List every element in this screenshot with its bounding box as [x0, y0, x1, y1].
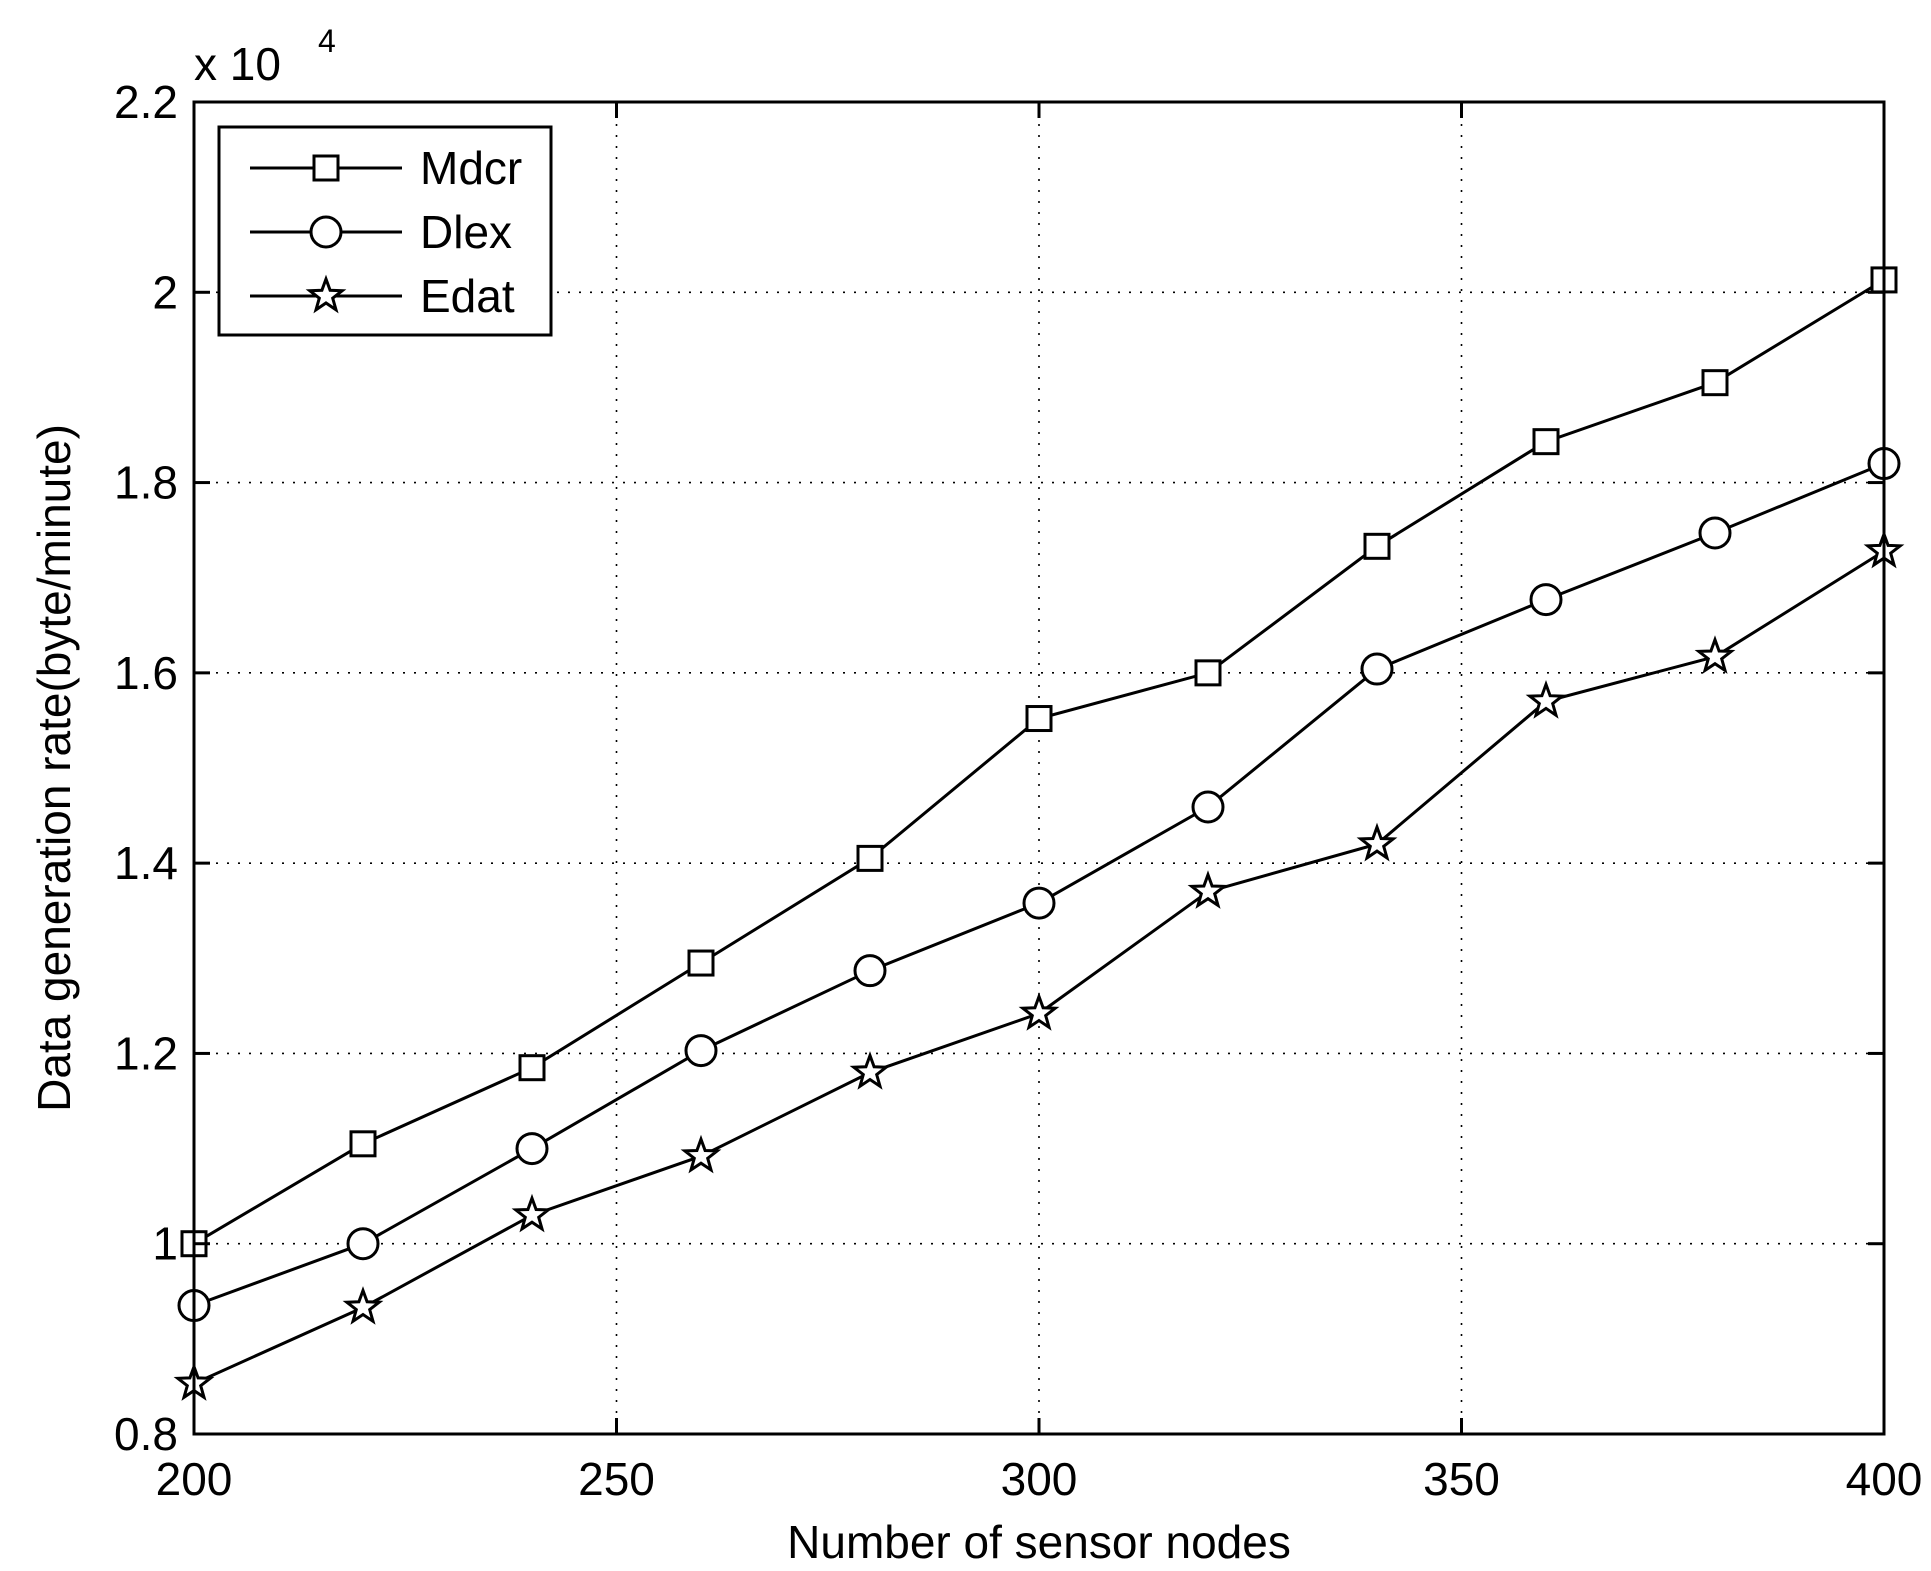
y-multiplier: x 10 4	[194, 23, 336, 90]
data-point-dlex	[346, 1227, 380, 1261]
data-point-mdcr	[1701, 369, 1729, 397]
series-mdcr	[180, 266, 1898, 1258]
axis-ticks: 200 250 300 350 400 0.8 1 1.2 1.4 1.6 1.8 2 2.2	[114, 76, 1922, 1505]
data-point-edat	[1694, 635, 1736, 674]
data-point-edat	[1018, 992, 1060, 1031]
data-point-dlex	[853, 954, 887, 988]
legend-marker-edat	[305, 274, 347, 314]
data-point-edat	[511, 1193, 553, 1233]
data-point-mdcr	[1194, 659, 1222, 687]
data-point-edat	[1187, 870, 1229, 909]
y-tick-label: 1.6	[114, 647, 178, 699]
data-point-dlex	[1191, 790, 1225, 824]
legend-label: Dlex	[420, 206, 512, 258]
x-axis-title: Number of sensor nodes	[787, 1516, 1291, 1568]
grid-lines	[194, 102, 1884, 1434]
data-point-edat	[680, 1134, 722, 1174]
y-multiplier-label: x 10	[194, 38, 281, 90]
data-point-mdcr	[518, 1054, 546, 1082]
legend-marker-mdcr	[312, 154, 340, 182]
series-line-mdcr	[193, 278, 1885, 1245]
data-point-dlex	[684, 1034, 718, 1068]
legend-label: Mdcr	[420, 142, 522, 194]
data-point-edat	[849, 1051, 891, 1090]
x-tick-label: 200	[156, 1453, 233, 1505]
x-tick-label: 300	[1001, 1453, 1078, 1505]
y-axis-title: Data generation rate(byte/minute)	[28, 424, 80, 1112]
y-tick-label: 0.8	[114, 1408, 178, 1460]
data-point-dlex	[1698, 516, 1732, 550]
data-point-edat	[1356, 822, 1398, 862]
data-point-edat	[342, 1286, 384, 1325]
y-tick-label: 2.2	[114, 76, 178, 128]
y-tick-label: 1.2	[114, 1027, 178, 1079]
x-tick-label: 350	[1423, 1453, 1500, 1505]
data-point-mdcr	[349, 1130, 377, 1158]
y-tick-label: 2	[152, 266, 178, 318]
y-multiplier-exponent: 4	[318, 23, 336, 59]
series-layer	[173, 266, 1905, 1401]
legend-marker-dlex	[309, 215, 343, 249]
data-point-mdcr	[1363, 532, 1391, 560]
x-tick-label: 400	[1846, 1453, 1923, 1505]
data-point-edat	[1525, 680, 1567, 719]
data-point-dlex	[1529, 583, 1563, 617]
data-point-mdcr	[856, 844, 884, 872]
data-point-mdcr	[687, 949, 715, 977]
data-point-dlex	[515, 1132, 549, 1166]
data-point-mdcr	[1532, 428, 1560, 456]
data-point-dlex	[1360, 652, 1394, 686]
x-tick-label: 250	[578, 1453, 655, 1505]
legend-entry-edat: Edat	[250, 270, 515, 322]
data-point-dlex	[1022, 886, 1056, 920]
data-point-mdcr	[1025, 705, 1053, 733]
legend: Mdcr Dlex Edat	[217, 125, 553, 337]
legend-entry-dlex: Dlex	[250, 206, 512, 258]
y-tick-label: 1	[152, 1218, 178, 1270]
legend-entry-mdcr: Mdcr	[250, 142, 522, 194]
y-tick-label: 1.8	[114, 457, 178, 509]
series-dlex	[177, 447, 1901, 1323]
legend-label: Edat	[420, 270, 515, 322]
y-tick-label: 1.4	[114, 837, 178, 889]
